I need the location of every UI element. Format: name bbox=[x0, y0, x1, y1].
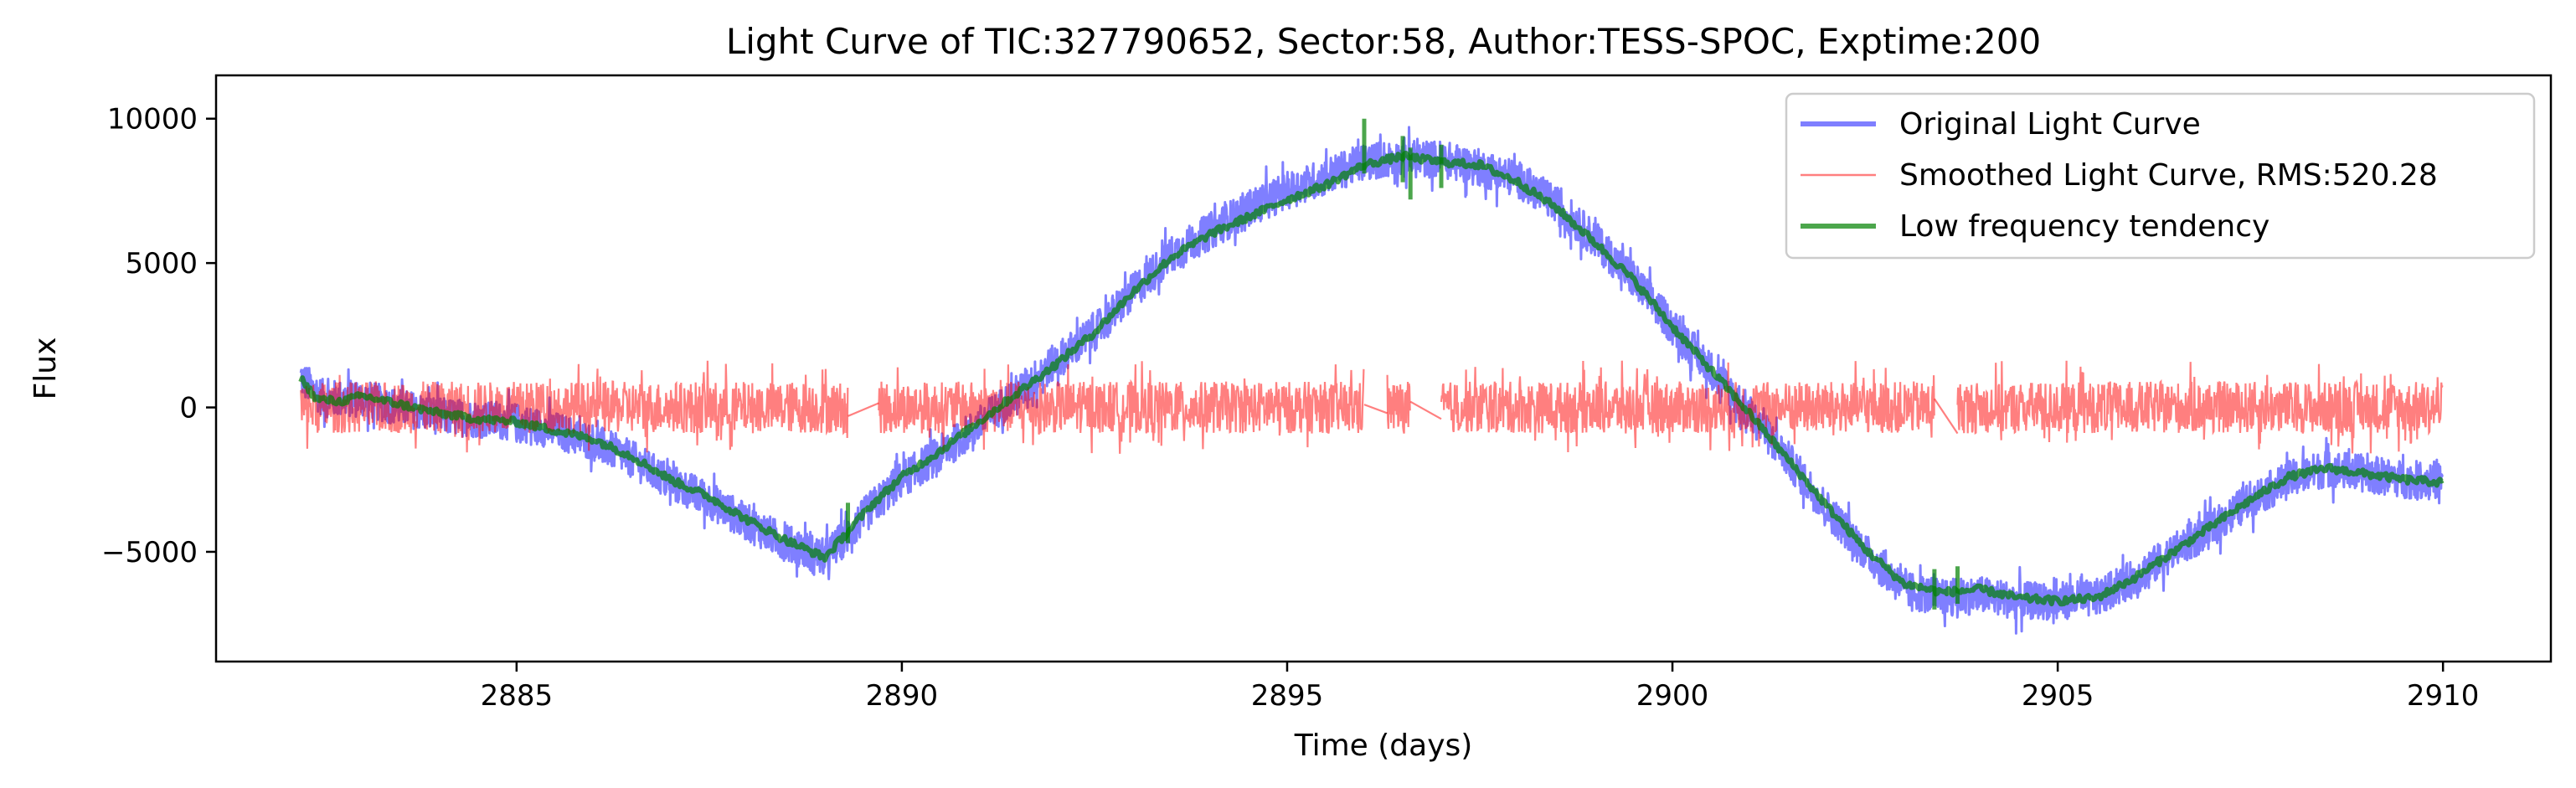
tendency-line bbox=[298, 150, 2445, 607]
smoothed-segment-0 bbox=[300, 360, 849, 453]
smoothed-gap-bridge-2 bbox=[1409, 400, 1442, 420]
y-axis-label: Flux bbox=[28, 337, 63, 400]
x-tick-label: 2885 bbox=[481, 679, 554, 713]
y-tick-label: 5000 bbox=[125, 247, 198, 281]
x-tick-label: 2905 bbox=[2022, 679, 2094, 713]
x-axis-label: Time (days) bbox=[1294, 729, 1473, 763]
series-low-frequency-tendency bbox=[298, 118, 2445, 610]
x-tick-label: 2900 bbox=[1636, 679, 1709, 713]
y-axis: −5000 0 5000 10000 bbox=[101, 103, 216, 569]
x-tick-label: 2910 bbox=[2407, 679, 2480, 713]
legend-label: Smoothed Light Curve, RMS:520.28 bbox=[1899, 158, 2438, 193]
x-tick-label: 2895 bbox=[1251, 679, 1324, 713]
legend-box bbox=[1785, 92, 2536, 260]
plot-frame bbox=[214, 74, 2553, 663]
y-tick-label: 10000 bbox=[107, 103, 198, 136]
y-tick-label: −5000 bbox=[101, 536, 198, 569]
smoothed-segment-2 bbox=[1386, 374, 1411, 434]
legend-label: Low frequency tendency bbox=[1899, 209, 2269, 244]
y-tick-label: 0 bbox=[179, 392, 198, 425]
smoothed-gap-bridge-1 bbox=[1363, 404, 1388, 415]
x-axis: 2885 2890 2895 2900 2905 2910 bbox=[481, 662, 2480, 713]
smoothed-gap-bridge-0 bbox=[848, 402, 879, 417]
smoothed-segment-4 bbox=[1956, 360, 2444, 454]
legend: Original Light Curve Smoothed Light Curve… bbox=[1785, 92, 2536, 260]
smoothed-gap-bridge-3 bbox=[1933, 398, 1959, 435]
data-layer bbox=[298, 118, 2445, 635]
x-tick-label: 2890 bbox=[866, 679, 939, 713]
chart-title: Light Curve of TIC:327790652, Sector:58,… bbox=[726, 21, 2041, 62]
smoothed-segment-1 bbox=[878, 361, 1365, 454]
series-smoothed-light-curve bbox=[300, 360, 2444, 454]
smoothed-segment-3 bbox=[1440, 360, 1935, 453]
legend-label: Original Light Curve bbox=[1899, 107, 2201, 142]
